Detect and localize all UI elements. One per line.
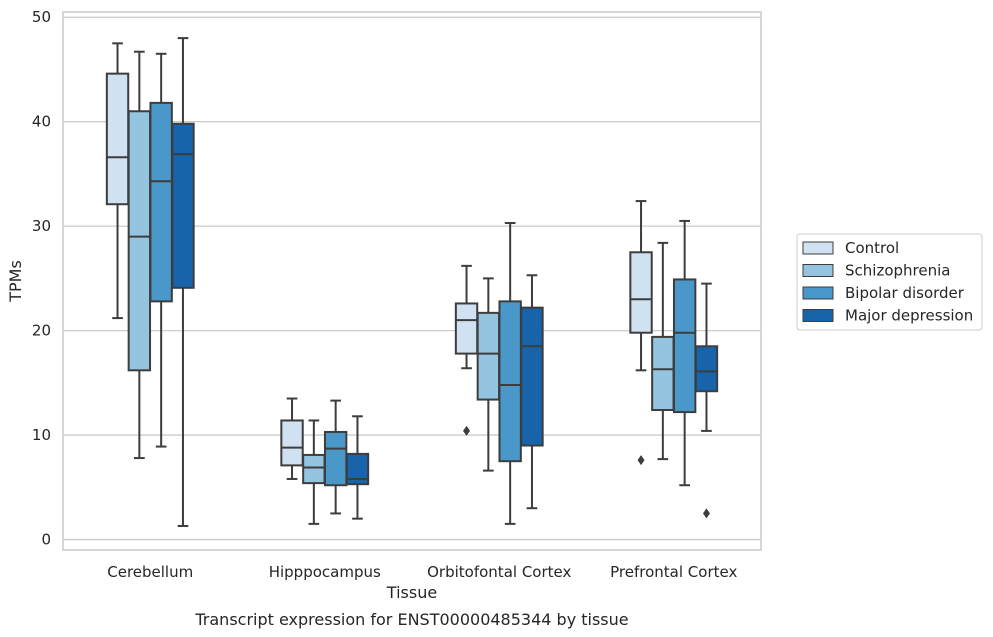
legend-label: Control xyxy=(845,239,899,257)
y-tick-label: 40 xyxy=(32,113,51,131)
x-tick-label: Cerebellum xyxy=(107,563,193,581)
box-iqr xyxy=(498,300,522,463)
box-iqr xyxy=(280,419,304,467)
box-2 xyxy=(498,222,522,525)
outlier-point xyxy=(463,425,471,436)
box-iqr xyxy=(149,101,173,303)
box-iqr xyxy=(694,345,719,393)
box-2 xyxy=(454,264,479,436)
box-0 xyxy=(171,37,195,527)
outlier-point xyxy=(702,508,710,519)
box-iqr xyxy=(345,452,370,486)
box-iqr xyxy=(520,306,544,447)
legend-label: Bipolar disorder xyxy=(845,284,965,302)
legend-item-control: Control xyxy=(802,239,899,257)
box-iqr xyxy=(323,430,348,487)
legend-swatch xyxy=(802,286,834,300)
legend: Control Schizophrenia Bipolar disorder Majo… xyxy=(796,233,983,331)
box-3 xyxy=(629,200,653,466)
y-tick-label: 30 xyxy=(32,217,51,235)
box-2 xyxy=(476,277,501,472)
y-axis-label: TPMs xyxy=(6,260,25,303)
x-tick-labels: Cerebellum Hipppocampus Orbitofontal Corte… xyxy=(107,563,737,581)
x-tick-label: Hipppocampus xyxy=(269,563,381,581)
legend-swatch xyxy=(802,309,834,322)
x-tick-label: Orbitofontal Cortex xyxy=(427,563,571,581)
box-iqr xyxy=(651,335,675,412)
box-1 xyxy=(280,397,304,480)
x-axis-label: Tissue xyxy=(386,583,437,602)
legend-frame xyxy=(796,233,983,331)
legend-swatch xyxy=(802,264,834,277)
box-iqr xyxy=(672,278,697,414)
box-iqr xyxy=(171,122,195,289)
box-0 xyxy=(149,52,173,448)
box-iqr xyxy=(454,302,479,355)
box-iqr xyxy=(476,311,501,401)
y-tick-label: 0 xyxy=(41,531,51,549)
outlier-point xyxy=(637,455,645,466)
box-2 xyxy=(520,274,544,510)
series-control xyxy=(105,42,653,480)
box-series-group xyxy=(105,37,719,527)
box-1 xyxy=(345,415,370,520)
box-1 xyxy=(302,419,326,525)
legend-label: Major depression xyxy=(845,307,973,325)
x-tick-label: Prefrontal Cortex xyxy=(610,563,737,581)
legend-swatch xyxy=(802,241,834,255)
y-tick-label: 20 xyxy=(32,322,51,340)
legend-label: Schizophrenia xyxy=(845,262,950,280)
series-major-depression xyxy=(171,37,719,527)
box-iqr xyxy=(105,72,130,206)
y-tick-labels: 0 10 20 30 40 50 xyxy=(32,8,51,548)
box-iqr xyxy=(302,453,326,485)
legend-item-schizophrenia: Schizophrenia xyxy=(802,262,950,280)
box-iqr xyxy=(629,251,653,334)
box-3 xyxy=(694,282,719,519)
legend-item-bipolar-disorder: Bipolar disorder xyxy=(802,284,965,302)
plot-frame xyxy=(62,11,762,551)
legend-item-major-depression: Major depression xyxy=(802,307,973,325)
series-bipolar-disorder xyxy=(149,52,697,525)
chart-title: Transcript expression for ENST0000048534… xyxy=(194,610,628,629)
box-0 xyxy=(105,42,130,320)
box-iqr xyxy=(127,110,152,372)
y-tick-label: 50 xyxy=(32,8,51,26)
y-tick-label: 10 xyxy=(32,426,51,444)
